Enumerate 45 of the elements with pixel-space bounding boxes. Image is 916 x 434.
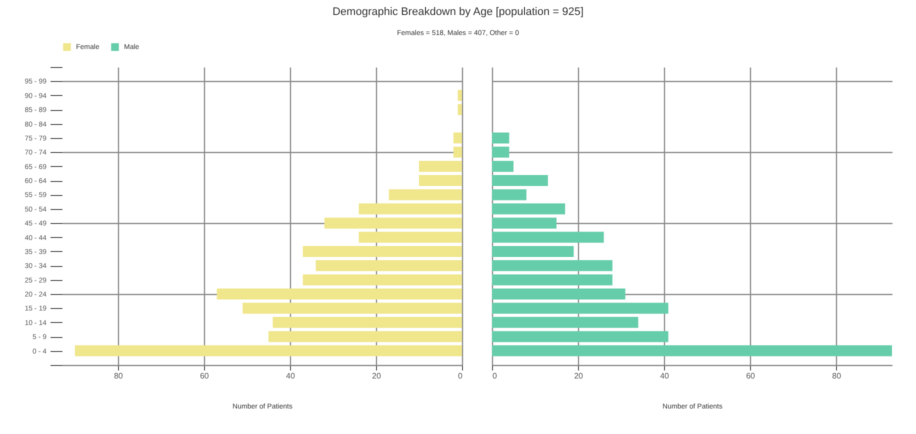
bar: [492, 316, 638, 328]
x-tick-label: 40: [660, 372, 670, 380]
bar: [492, 175, 548, 186]
bar: [492, 246, 574, 257]
x-tick-label: 40: [286, 372, 296, 380]
bar: [268, 331, 462, 342]
bar: [492, 302, 668, 314]
bar: [216, 288, 462, 300]
x-tick-label: 80: [832, 372, 842, 380]
chart-title: Demographic Breakdown by Age [population = 925]: [331, 5, 585, 20]
x-tick-label: 60: [200, 372, 210, 380]
bar: [492, 160, 514, 172]
x-tick-label: 20: [372, 372, 382, 380]
bar: [492, 189, 526, 200]
x-tick-label: 60: [746, 372, 756, 380]
bar: [492, 288, 626, 300]
bar: [316, 260, 462, 272]
x-tick-label: 20: [574, 372, 584, 380]
bar: [388, 189, 462, 200]
bar: [74, 345, 462, 356]
bar: [358, 203, 462, 214]
bar: [492, 232, 604, 243]
x-tick-label: 80: [114, 372, 124, 380]
bar: [492, 218, 557, 229]
bar: [492, 274, 612, 286]
bar: [453, 146, 462, 158]
bar: [453, 132, 462, 144]
bar: [242, 302, 462, 314]
bar: [302, 246, 462, 257]
bar: [418, 175, 462, 186]
bar: [418, 160, 462, 172]
bar: [492, 132, 510, 144]
bar: [458, 90, 462, 101]
bar: [272, 316, 462, 328]
x-tick-label: 0: [492, 372, 498, 380]
bar: [458, 104, 462, 116]
bar: [492, 260, 612, 272]
bar: [492, 331, 668, 342]
bar: [358, 232, 462, 243]
bar: [492, 345, 892, 356]
x-tick-label: 0: [458, 372, 464, 380]
bar: [324, 218, 462, 229]
bar: [302, 274, 462, 286]
bar: [492, 203, 566, 214]
bar: [492, 146, 510, 158]
